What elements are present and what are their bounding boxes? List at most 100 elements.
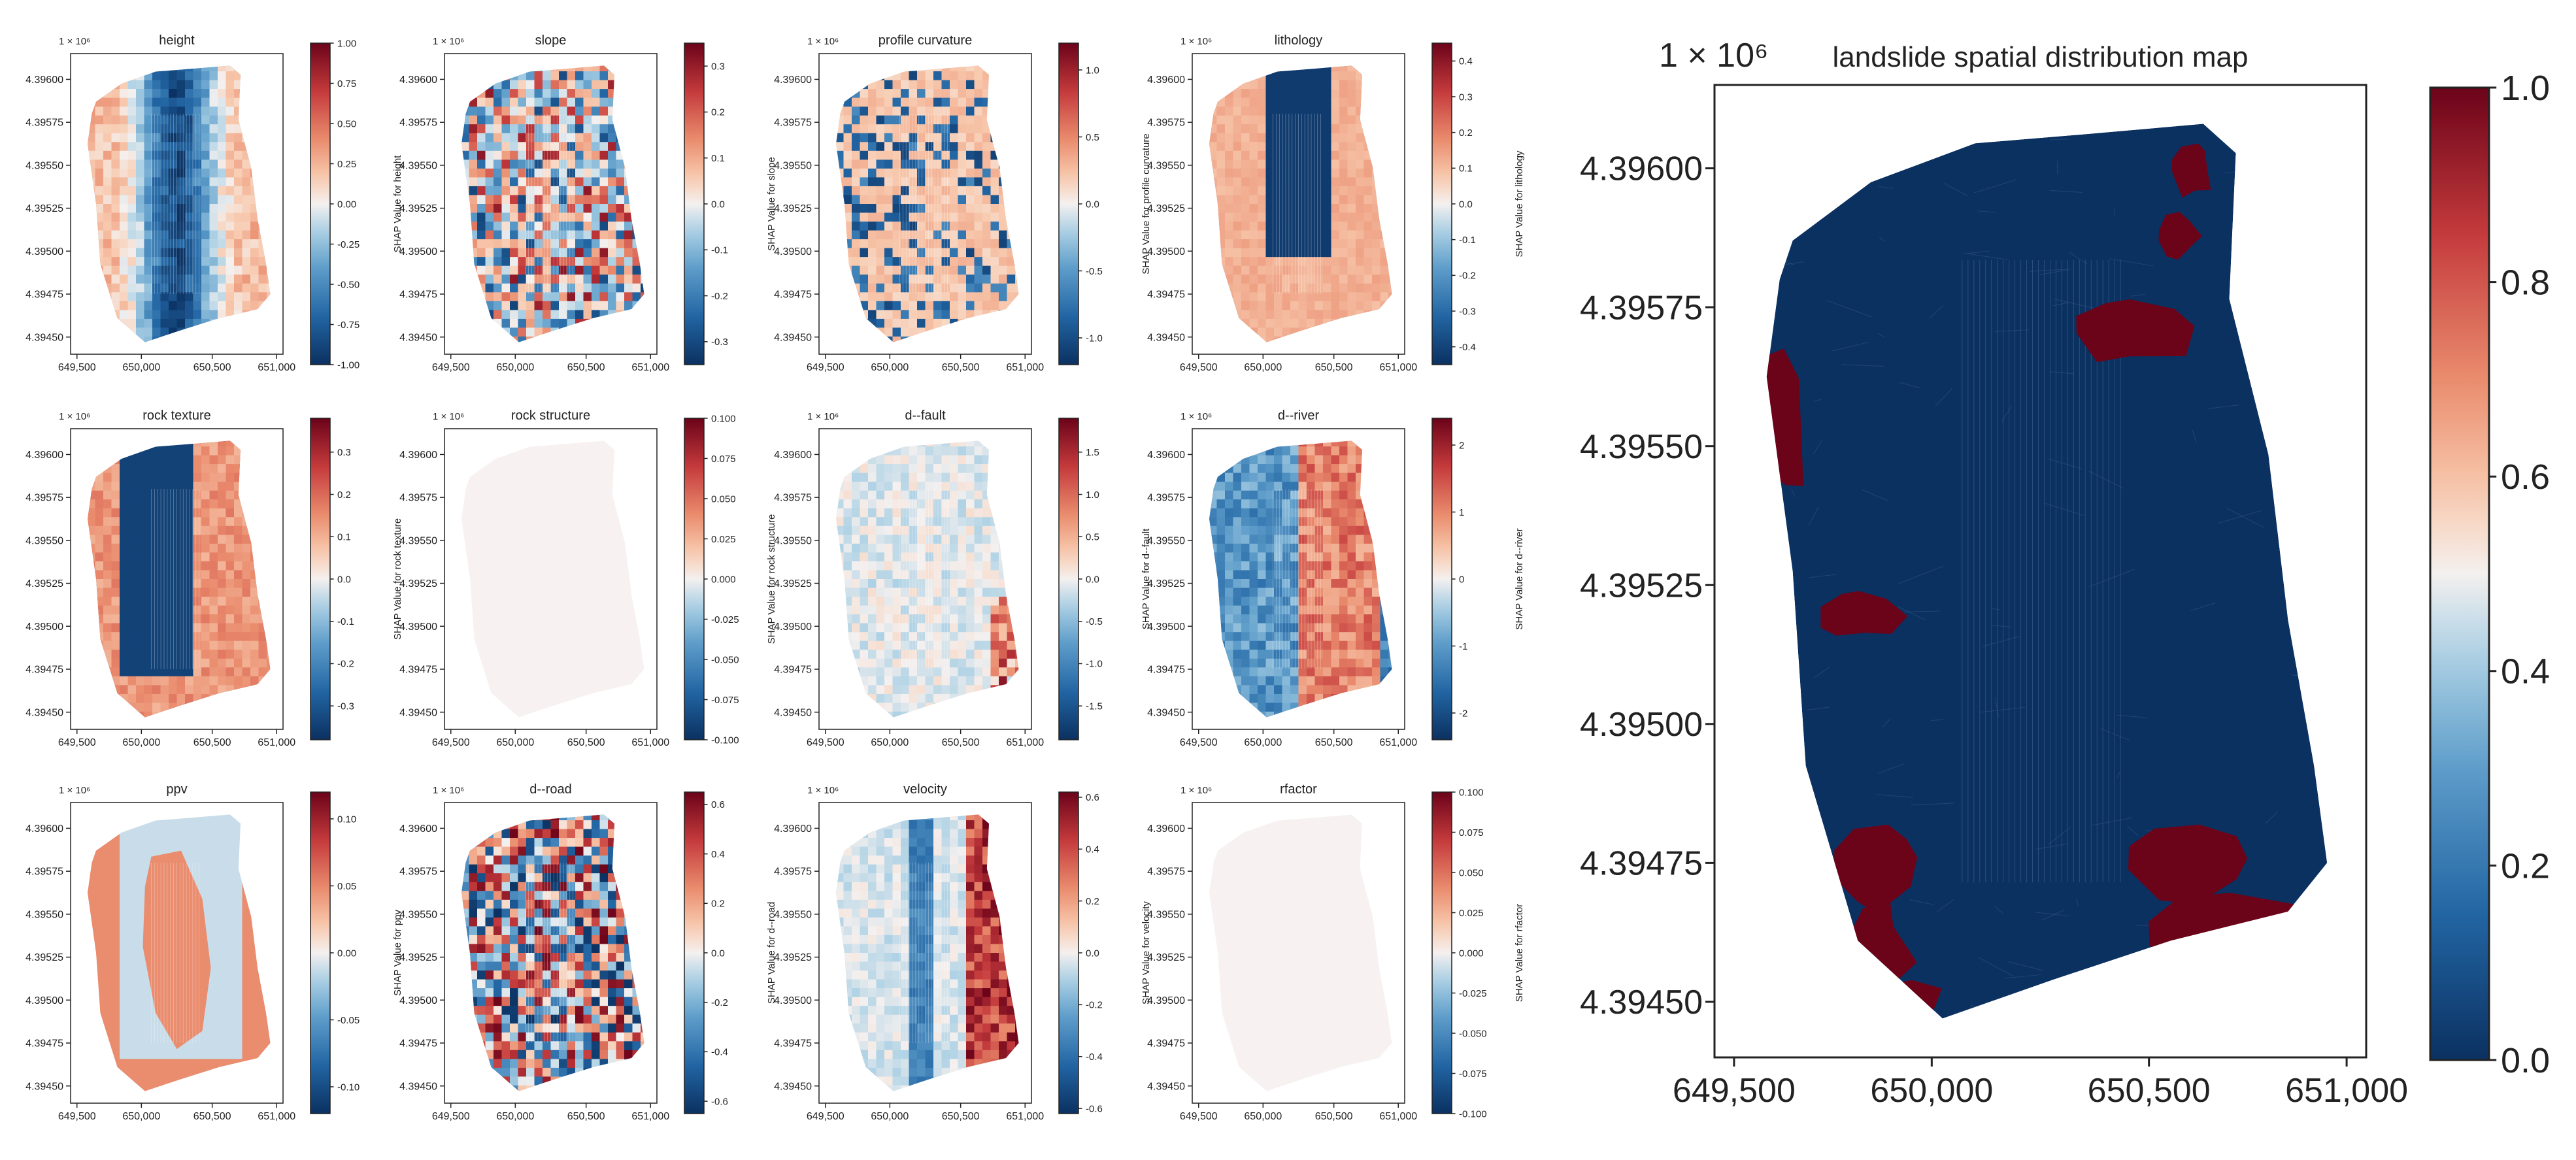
slope-unit-cell bbox=[226, 570, 235, 580]
slope-unit-cell bbox=[608, 168, 617, 178]
slope-unit-cell bbox=[144, 327, 153, 337]
slope-unit-cell bbox=[966, 283, 975, 293]
slope-unit-cell bbox=[136, 107, 145, 116]
slope-unit-cell bbox=[250, 658, 259, 669]
slope-unit-cell bbox=[852, 525, 861, 536]
slope-unit-cell bbox=[1274, 80, 1283, 90]
slope-unit-cell bbox=[958, 186, 967, 196]
slope-unit-cell bbox=[583, 65, 592, 72]
slope-unit-cell bbox=[534, 239, 543, 249]
map-surface bbox=[836, 440, 1019, 718]
slope-unit-cell bbox=[127, 508, 137, 518]
slope-unit-cell bbox=[160, 115, 169, 125]
y-tick-label: 4.39550 bbox=[399, 535, 437, 546]
slope-unit-cell bbox=[152, 292, 161, 302]
slope-unit-cell bbox=[201, 265, 210, 276]
x-tick-label: 650,500 bbox=[193, 362, 231, 373]
slope-unit-cell bbox=[1314, 89, 1324, 99]
slope-unit-cell bbox=[982, 195, 992, 205]
slope-unit-cell bbox=[193, 499, 202, 509]
colorbar-tick-label: 0.50 bbox=[337, 118, 356, 129]
slope-unit-cell bbox=[1290, 274, 1299, 284]
slope-unit-cell bbox=[176, 693, 186, 704]
slope-unit-cell bbox=[1347, 212, 1356, 222]
slope-unit-cell bbox=[160, 257, 169, 267]
y-tick-label: 4.39500 bbox=[399, 621, 437, 633]
y-tick-label: 4.39450 bbox=[1147, 332, 1185, 343]
slope-unit-cell bbox=[860, 265, 869, 276]
slope-unit-cell bbox=[485, 230, 494, 240]
slope-unit-cell bbox=[608, 265, 617, 276]
slope-unit-cell bbox=[193, 482, 202, 491]
slope-unit-cell bbox=[152, 614, 161, 624]
slope-unit-cell bbox=[559, 142, 568, 152]
slope-unit-cell bbox=[169, 579, 178, 589]
slope-unit-cell bbox=[583, 195, 592, 205]
slope-unit-cell bbox=[120, 195, 129, 205]
slope-unit-cell bbox=[852, 543, 861, 554]
slope-unit-cell bbox=[526, 274, 535, 284]
slope-unit-cell bbox=[1347, 257, 1356, 267]
slope-unit-cell bbox=[185, 640, 194, 651]
slope-unit-cell bbox=[1241, 283, 1250, 293]
slope-unit-cell bbox=[226, 257, 235, 267]
slope-unit-cell bbox=[1282, 150, 1291, 161]
x-tick-label: 649,500 bbox=[58, 362, 96, 373]
slope-unit-cell bbox=[1225, 230, 1234, 240]
slope-unit-cell bbox=[1282, 222, 1291, 231]
slope-unit-cell bbox=[941, 159, 950, 169]
slope-unit-cell bbox=[974, 80, 983, 90]
slope-unit-cell bbox=[526, 97, 535, 108]
y-tick-label: 4.39475 bbox=[1147, 290, 1185, 301]
slope-unit-cell bbox=[193, 230, 202, 240]
slope-unit-cell bbox=[901, 257, 910, 267]
slope-unit-cell bbox=[1274, 318, 1283, 329]
slope-unit-cell bbox=[501, 265, 510, 276]
slope-unit-cell bbox=[160, 605, 169, 616]
slope-unit-cell bbox=[868, 517, 877, 527]
slope-unit-cell bbox=[1331, 257, 1340, 267]
slope-unit-cell bbox=[234, 623, 243, 633]
slope-unit-cell bbox=[185, 650, 194, 659]
slope-unit-cell bbox=[1298, 265, 1307, 276]
slope-unit-cell bbox=[990, 195, 999, 205]
slope-unit-cell bbox=[160, 212, 169, 222]
slope-unit-cell bbox=[127, 676, 137, 686]
slope-unit-cell bbox=[176, 292, 186, 302]
slope-unit-cell bbox=[120, 257, 129, 267]
slope-unit-cell bbox=[1314, 310, 1324, 320]
slope-unit-cell bbox=[990, 168, 999, 178]
slope-unit-cell bbox=[120, 623, 129, 633]
slope-unit-cell bbox=[485, 177, 494, 187]
slope-unit-cell bbox=[958, 80, 967, 90]
slope-unit-cell bbox=[95, 115, 104, 125]
slope-unit-cell bbox=[127, 159, 137, 169]
slope-unit-cell bbox=[592, 124, 601, 134]
x-tick-label: 650,000 bbox=[1244, 362, 1282, 373]
slope-unit-cell bbox=[958, 89, 967, 99]
slope-unit-cell bbox=[176, 115, 186, 125]
slope-unit-cell bbox=[477, 248, 486, 258]
slope-unit-cell bbox=[169, 597, 178, 606]
slope-unit-cell bbox=[493, 177, 503, 187]
slope-unit-cell bbox=[258, 283, 267, 293]
slope-unit-cell bbox=[567, 230, 576, 240]
slope-unit-cell bbox=[477, 212, 486, 222]
slope-unit-cell bbox=[176, 222, 186, 231]
slope-unit-cell bbox=[234, 588, 243, 597]
slope-unit-cell bbox=[152, 482, 161, 491]
slope-unit-cell bbox=[1339, 265, 1348, 276]
slope-unit-cell bbox=[201, 115, 210, 125]
slope-unit-cell bbox=[234, 676, 243, 686]
slope-unit-cell bbox=[950, 239, 959, 249]
slope-unit-cell bbox=[1282, 186, 1291, 196]
slope-unit-cell bbox=[501, 212, 510, 222]
slope-unit-cell bbox=[1298, 257, 1307, 267]
slope-unit-cell bbox=[1274, 327, 1283, 337]
x-tick-label: 650,000 bbox=[496, 362, 534, 373]
slope-unit-cell bbox=[534, 222, 543, 231]
slope-unit-cell bbox=[575, 265, 584, 276]
slope-unit-cell bbox=[925, 107, 934, 116]
slope-unit-cell bbox=[234, 614, 243, 624]
slope-unit-cell bbox=[1339, 257, 1348, 267]
